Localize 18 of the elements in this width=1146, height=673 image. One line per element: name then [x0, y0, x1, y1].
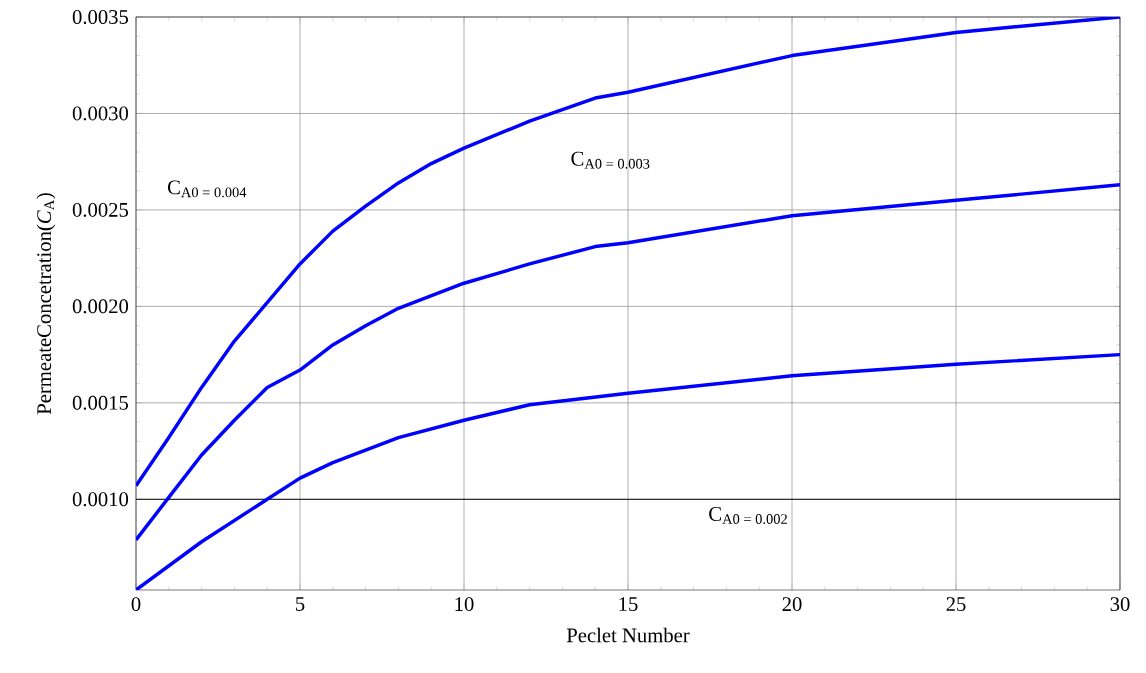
annotation: C$_{A0 = 0.002}$: [709, 507, 787, 524]
x-tick-label: 0: [131, 597, 141, 612]
y-tick-label: 0.0020: [72, 299, 129, 314]
x-tick-label: 10: [455, 597, 474, 612]
y-tick-label: 0.0035: [72, 9, 129, 25]
x-tick-label: 20: [782, 597, 802, 612]
y-tick-label: 0.0030: [72, 106, 129, 121]
y-axis-title: PermeateConcetration(C$_{A}$): [36, 193, 56, 415]
y-tick-label: 0.0025: [72, 202, 129, 217]
x-axis-title: Peclet Number: [566, 627, 690, 643]
x-tick-label: 15: [619, 597, 638, 611]
x-tick-label: 30: [1110, 597, 1130, 612]
y-tick-label: 0.0015: [72, 395, 129, 410]
annotation: C$_{A0 = 0.004}$: [167, 180, 247, 198]
y-tick-label: 0.0010: [72, 492, 129, 507]
x-tick-label: 25: [946, 597, 966, 612]
annotation: C$_{A0 = 0.003}$: [571, 151, 650, 169]
x-tick-label: 5: [296, 597, 305, 611]
